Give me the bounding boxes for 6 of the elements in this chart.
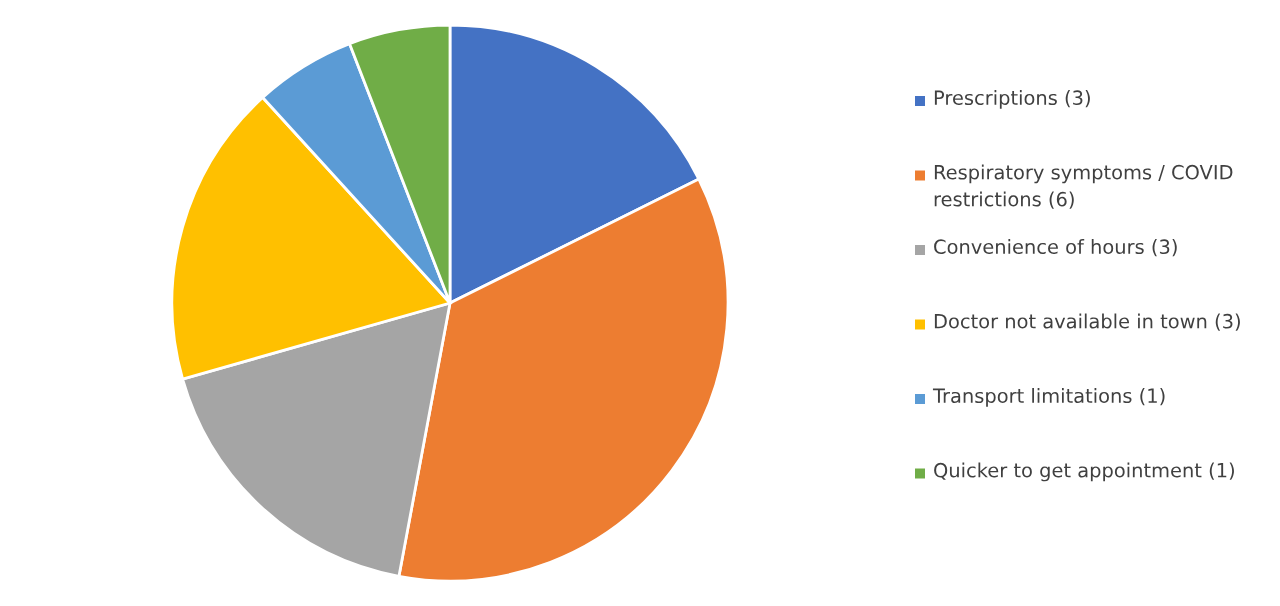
legend-label: Doctor not available in town (3) — [934, 313, 1240, 331]
legend-label: Convenience of hours (3) — [934, 239, 1177, 257]
legend-label: Transport limitations (1) — [932, 388, 1165, 407]
legend-label: Quicker to get appointment (1) — [934, 462, 1234, 482]
legend-label: Prescriptions (3) — [934, 90, 1090, 109]
legend-label: Respiratory symptoms / COVID restrictions (6) — [934, 164, 1233, 209]
